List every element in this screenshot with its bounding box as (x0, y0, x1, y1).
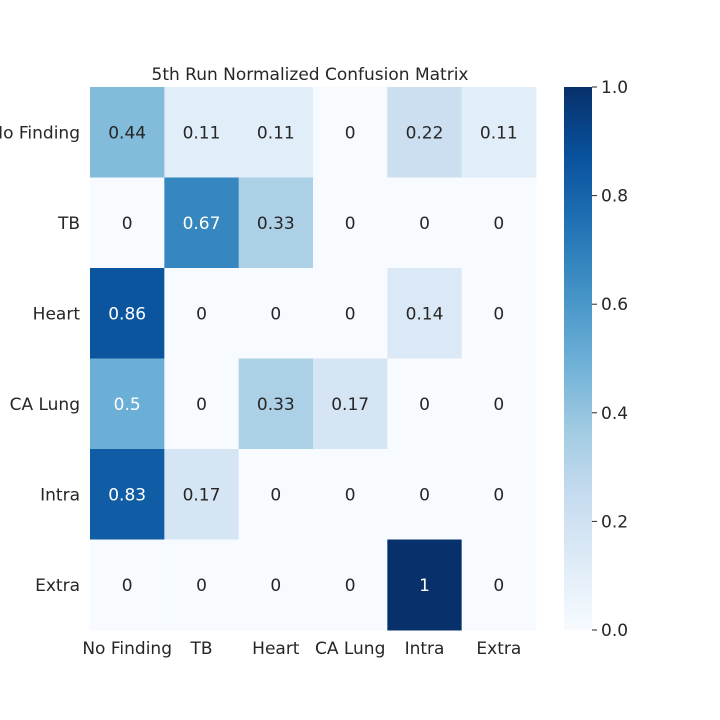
colorbar-tick-label: 1.0 (601, 78, 628, 98)
colorbar-gradient (564, 87, 592, 630)
y-tick-label: TB (57, 214, 80, 234)
heatmap-cell (164, 539, 240, 631)
y-tick-label: Heart (33, 304, 81, 324)
heatmap-cell (313, 358, 388, 450)
colorbar-tick-label: 0.6 (601, 295, 628, 315)
cell-value-label: 0.17 (183, 485, 221, 505)
heatmap-cell (238, 268, 314, 359)
cell-value-label: 0.67 (183, 214, 221, 234)
cell-value-label: 1 (419, 576, 430, 596)
heatmap-cell (387, 539, 463, 631)
heatmap-cell (461, 177, 537, 269)
heatmap-cell (238, 449, 314, 540)
cell-value-label: 0.44 (108, 123, 146, 143)
cell-value-label: 0.86 (108, 304, 146, 324)
cell-value-label: 0 (345, 485, 356, 505)
heatmap-cell (461, 449, 537, 540)
cell-value-label: 0 (493, 214, 504, 234)
cell-value-label: 0 (419, 485, 430, 505)
x-tick-label: Heart (252, 639, 300, 659)
cell-value-label: 0 (345, 304, 356, 324)
heatmap-cell (238, 358, 314, 450)
cell-value-label: 0 (122, 576, 133, 596)
heatmap-cell (313, 268, 388, 359)
colorbar-tick-label: 0.0 (601, 621, 628, 641)
heatmap-cell (164, 87, 240, 178)
chart-title: 5th Run Normalized Confusion Matrix (152, 65, 469, 85)
heatmap-cell (313, 87, 388, 178)
cell-value-label: 0 (196, 395, 207, 415)
cell-value-label: 0.83 (108, 485, 146, 505)
x-tick-label: CA Lung (315, 639, 385, 659)
heatmap-cell (164, 358, 240, 450)
cell-value-label: 0 (345, 123, 356, 143)
cell-value-label: 0 (270, 576, 281, 596)
heatmap-cell (313, 177, 388, 269)
cell-value-label: 0 (270, 304, 281, 324)
cell-value-label: 0.5 (114, 395, 141, 415)
cell-value-label: 0.14 (406, 304, 444, 324)
cell-value-label: 0.33 (257, 395, 295, 415)
cell-value-label: 0 (345, 214, 356, 234)
cell-value-label: 0 (493, 576, 504, 596)
heatmap-cell (90, 87, 165, 178)
heatmap-cell (461, 87, 537, 178)
heatmap-cell (164, 268, 240, 359)
cell-value-label: 0 (493, 304, 504, 324)
heatmap-cell (238, 539, 314, 631)
heatmap-cell (461, 539, 537, 631)
cell-value-label: 0 (122, 214, 133, 234)
x-tick-label: Intra (405, 639, 445, 659)
cell-value-label: 0.11 (480, 123, 518, 143)
cell-value-label: 0 (196, 576, 207, 596)
cell-value-label: 0 (270, 485, 281, 505)
heatmap-cell (387, 268, 463, 359)
heatmap-cell (164, 177, 240, 269)
heatmap-cell (313, 539, 388, 631)
y-tick-label: CA Lung (10, 395, 80, 415)
cell-value-label: 0.22 (406, 123, 444, 143)
cell-value-label: 0.11 (183, 123, 221, 143)
heatmap-cell (90, 358, 165, 450)
y-tick-labels: No Finding TB Heart CA Lung Intra Extra (0, 123, 80, 596)
heatmap-cell (461, 358, 537, 450)
x-tick-label: Extra (476, 639, 521, 659)
heatmap-cell (238, 87, 314, 178)
x-tick-label: TB (189, 639, 212, 659)
cell-value-label: 0 (419, 395, 430, 415)
heatmap-cell (90, 449, 165, 540)
colorbar: 0.0 0.2 0.4 0.6 0.8 1.0 (564, 78, 628, 641)
cell-value-label: 0 (419, 214, 430, 234)
cell-value-label: 0 (345, 576, 356, 596)
heatmap-cell (90, 539, 165, 631)
heatmap-cell (387, 177, 463, 269)
cell-value-label: 0 (493, 395, 504, 415)
y-tick-label: No Finding (0, 123, 80, 143)
colorbar-tick-label: 0.2 (601, 512, 628, 532)
heatmap-cell-labels: 0.44 0.11 0.11 0 0.22 0.11 0 0.67 0.33 0 0 0 0.86 0 0 0… (108, 123, 518, 596)
y-tick-label: Extra (35, 576, 80, 596)
heatmap-cell (164, 449, 240, 540)
heatmap-cell (387, 87, 463, 178)
cell-value-label: 0.11 (257, 123, 295, 143)
cell-value-label: 0 (196, 304, 207, 324)
heatmap-cell (238, 177, 314, 269)
x-tick-label: No Finding (82, 639, 172, 659)
colorbar-tick-label: 0.4 (601, 404, 628, 424)
y-tick-label: Intra (40, 485, 80, 505)
heatmap-cell (90, 268, 165, 359)
heatmap-cells (90, 87, 537, 631)
cell-value-label: 0 (493, 485, 504, 505)
colorbar-tick-label: 0.8 (601, 187, 628, 207)
heatmap-cell (90, 177, 165, 269)
heatmap-cell (461, 268, 537, 359)
heatmap-cell (387, 449, 463, 540)
cell-value-label: 0.17 (331, 395, 369, 415)
cell-value-label: 0.33 (257, 214, 295, 234)
heatmap-cell (313, 449, 388, 540)
heatmap-cell (387, 358, 463, 450)
x-tick-labels: No Finding TB Heart CA Lung Intra Extra (82, 639, 521, 659)
